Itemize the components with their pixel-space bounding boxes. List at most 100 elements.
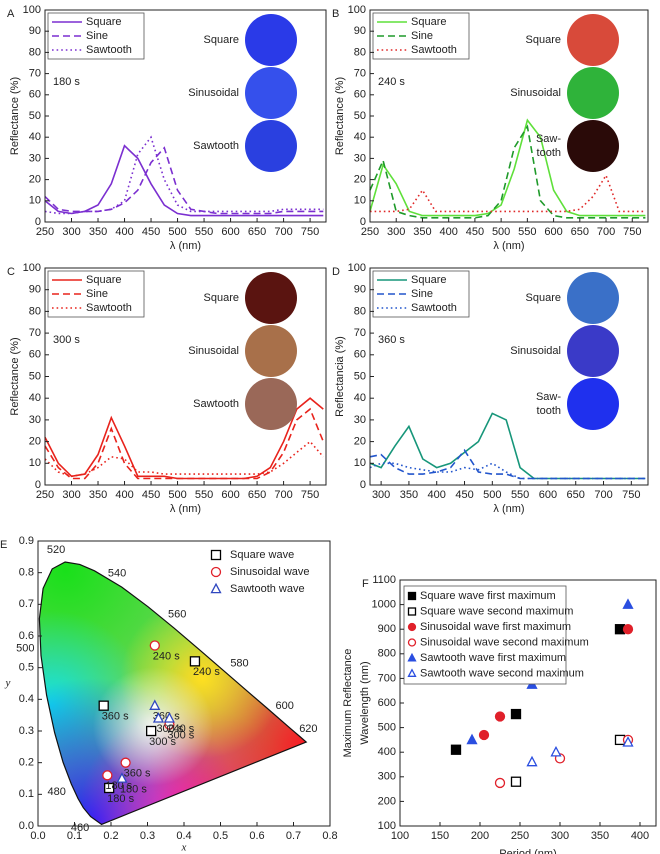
series-line (44, 146, 324, 215)
x-tick-label: 450 (142, 489, 160, 501)
marker-circle (407, 622, 417, 632)
photo-label: Saw- (536, 133, 561, 145)
y-tick-label: 70 (354, 68, 366, 80)
x-tick-label: 350 (89, 489, 107, 501)
y-tick-label: 60 (29, 349, 41, 361)
y-tick-label: 0.3 (19, 725, 34, 737)
x-tick-label: 0.2 (103, 830, 118, 842)
y-axis-label: y (5, 677, 11, 689)
x-tick-label: 700 (597, 226, 615, 238)
legend-label: Sawtooth (411, 302, 457, 314)
legend-box (403, 585, 567, 685)
sample-photo (567, 120, 619, 172)
x-tick-label: 300 (551, 830, 569, 842)
x-axis-label: Period (nm) (499, 848, 556, 854)
legend-label: Sinusoidal wave first maximum (420, 621, 571, 633)
x-axis-label: λ (nm) (493, 503, 524, 515)
x-tick-label: 750 (301, 226, 319, 238)
x-tick-label: 200 (471, 830, 489, 842)
legend-label: Sine (86, 30, 108, 42)
x-tick-label: 750 (623, 226, 641, 238)
x-tick-label: 0.0 (30, 830, 45, 842)
photo-label: tooth (537, 405, 561, 417)
x-tick-label: 300 (387, 226, 405, 238)
point-label: 300 s (149, 736, 176, 748)
x-tick-label: 550 (195, 489, 213, 501)
x-tick-label: 350 (591, 830, 609, 842)
legend-label: Sinusoidal wave second maximum (420, 636, 589, 648)
legend-label: Sine (411, 288, 433, 300)
sample-photo (245, 14, 297, 66)
sample-photo (245, 272, 297, 324)
x-tick-label: 500 (483, 489, 501, 501)
y-tick-label: 70 (29, 327, 41, 339)
x-tick-label: 300 (62, 489, 80, 501)
x-tick-label: 400 (631, 830, 649, 842)
marker-square (145, 725, 157, 737)
x-tick-label: 0.8 (322, 830, 337, 842)
legend-label: Sawtooth (86, 302, 132, 314)
photo-label: Square (204, 292, 239, 304)
panel-label: C (7, 266, 15, 278)
x-tick-label: 750 (301, 489, 319, 501)
point-label: 180 s (120, 783, 147, 795)
y-tick-label: 0 (360, 216, 366, 228)
marker-square (450, 744, 462, 755)
x-tick-label: 400 (439, 226, 457, 238)
y-tick-label: 0.7 (19, 598, 34, 610)
photo-label: Sawtooth (193, 398, 239, 410)
legend-label: Sinusoidal wave (230, 566, 310, 578)
y-tick-label: 0.1 (19, 788, 34, 800)
photo-label: Sinusoidal (510, 87, 561, 99)
y-tick-label: 80 (29, 46, 41, 58)
photo-label: Sinusoidal (188, 87, 239, 99)
gamut (39, 562, 307, 825)
photo-label: Square (526, 292, 561, 304)
y-tick-label: 200 (378, 795, 396, 807)
annotation: 300 s (53, 334, 80, 346)
photo-label: tooth (537, 147, 561, 159)
photo-label: Square (204, 34, 239, 46)
y-tick-label: 0 (35, 479, 41, 491)
y-tick-label: 0.4 (19, 693, 34, 705)
y-tick-label: 900 (378, 623, 396, 635)
x-tick-label: 350 (89, 226, 107, 238)
sample-photo (567, 378, 619, 430)
y-tick-label: 20 (354, 436, 366, 448)
marker-triangle (526, 755, 538, 767)
marker-triangle (149, 699, 161, 710)
y-tick-label: 60 (354, 349, 366, 361)
x-tick-label: 300 (372, 489, 390, 501)
y-tick-label: 90 (354, 284, 366, 296)
panel-label: D (332, 266, 340, 278)
y-tick-label: 400 (378, 746, 396, 758)
x-tick-label: 600 (221, 489, 239, 501)
series-line (44, 397, 324, 480)
x-tick-label: 0.7 (286, 830, 301, 842)
x-tick-label: 0.6 (249, 830, 264, 842)
legend-label: Square wave second maximum (420, 605, 573, 617)
gamut-tint (39, 562, 307, 825)
point-label: 240 s (193, 666, 220, 678)
y-axis-label: Reflectance (%) (334, 77, 346, 155)
y-tick-label: 20 (29, 436, 41, 448)
y-tick-label: 300 (378, 771, 396, 783)
x-axis-label: λ (nm) (170, 503, 201, 515)
y-tick-label: 0.9 (19, 535, 34, 547)
legend-label: Sawtooth (411, 44, 457, 56)
y-tick-label: 60 (354, 89, 366, 101)
x-tick-label: 250 (361, 226, 379, 238)
x-tick-label: 700 (274, 226, 292, 238)
y-tick-label: 90 (29, 25, 41, 37)
marker-triangle (407, 652, 417, 662)
locus-label: 600 (276, 700, 294, 712)
locus-label: 500 (16, 643, 34, 655)
y-tick-label: 800 (378, 648, 396, 660)
x-tick-label: 550 (511, 489, 529, 501)
x-tick-label: 400 (115, 489, 133, 501)
y-tick-label: 100 (378, 820, 396, 832)
x-tick-label: 0.5 (213, 830, 228, 842)
legend-label: Sawtooth wave first maximum (420, 652, 566, 664)
y-tick-label: 100 (348, 4, 366, 16)
